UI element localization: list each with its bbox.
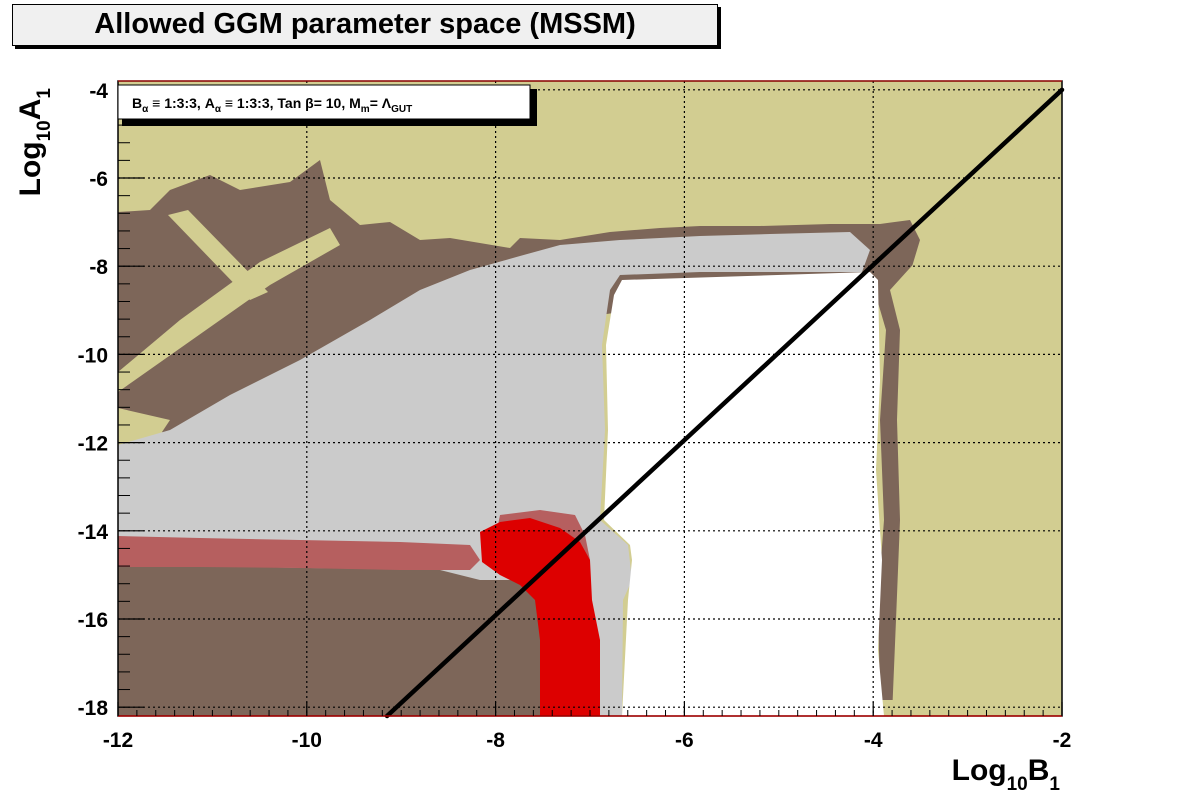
x-tick-label: -8 bbox=[486, 729, 505, 752]
region-white bbox=[604, 272, 884, 716]
info-alpha: α bbox=[142, 104, 149, 115]
y-tick-label: -12 bbox=[78, 433, 108, 456]
region-khaki-right bbox=[890, 100, 1062, 716]
x-axis-title-main: B bbox=[1028, 754, 1050, 787]
info-B-ratio: ≡ 1:3:3, bbox=[148, 95, 204, 111]
info-M: M bbox=[349, 95, 361, 111]
x-axis-title-pre: Log bbox=[952, 754, 1007, 787]
region-brown-bottom bbox=[118, 565, 540, 716]
y-tick-label: -6 bbox=[89, 168, 108, 191]
region-khaki-stripe-2 bbox=[168, 210, 268, 300]
plot-area bbox=[118, 81, 1062, 716]
y-tick-label: -16 bbox=[78, 609, 108, 632]
y-tick-label: -4 bbox=[89, 80, 108, 103]
y-axis-title-main: A bbox=[14, 99, 47, 121]
region-pink bbox=[118, 536, 480, 570]
x-tick-label: -10 bbox=[292, 729, 322, 752]
x-tick-label: -2 bbox=[1053, 729, 1072, 752]
chart-title: Allowed GGM parameter space (MSSM) bbox=[94, 8, 636, 40]
y-tick-labels: -4 -6 -8 -10 -12 -14 -16 -18 bbox=[78, 80, 109, 720]
y-axis-title: Log10A1 bbox=[14, 88, 55, 197]
y-tick-label: -14 bbox=[78, 521, 109, 544]
x-axis-title-sub: 10 bbox=[1007, 774, 1028, 795]
y-tick-label: -8 bbox=[89, 256, 108, 279]
info-m: m bbox=[361, 104, 370, 115]
info-tan-val: = 10, bbox=[314, 95, 349, 111]
info-A: A bbox=[205, 95, 215, 111]
info-alpha-2: α bbox=[215, 104, 222, 115]
y-axis-title-idx: 1 bbox=[34, 88, 55, 99]
info-A-ratio: ≡ 1:3:3, bbox=[221, 95, 277, 111]
x-tick-label: -6 bbox=[675, 729, 694, 752]
y-axis-title-sub: 10 bbox=[34, 120, 55, 141]
x-tick-label: -12 bbox=[103, 729, 133, 752]
y-tick-label: -10 bbox=[78, 344, 108, 367]
info-Lambda: Λ bbox=[382, 95, 392, 111]
boundary-line bbox=[384, 87, 1065, 719]
info-B: B bbox=[132, 95, 142, 111]
info-beta: β bbox=[305, 95, 314, 111]
region-khaki-stripe-3 bbox=[118, 408, 170, 438]
chart-title-box: Allowed GGM parameter space (MSSM) bbox=[12, 4, 718, 46]
region-khaki-stripe-1 bbox=[118, 228, 340, 392]
info-eq: = bbox=[370, 95, 382, 111]
x-tick-labels: -12 -10 -8 -6 -4 -2 bbox=[103, 729, 1072, 752]
info-box: Bα ≡ 1:3:3, Aα ≡ 1:3:3, Tan β= 10, Mm= Λ… bbox=[117, 84, 537, 126]
x-tick-label: -4 bbox=[864, 729, 883, 752]
x-axis-title-idx: 1 bbox=[1049, 774, 1060, 795]
y-tick-label: -18 bbox=[78, 697, 109, 720]
grid-lines bbox=[118, 81, 1062, 716]
region-red bbox=[480, 518, 600, 716]
info-tan: Tan bbox=[277, 95, 305, 111]
info-text: Bα ≡ 1:3:3, Aα ≡ 1:3:3, Tan β= 10, Mm= Λ… bbox=[132, 95, 412, 115]
info-GUT: GUT bbox=[391, 104, 412, 115]
y-axis-title-pre: Log bbox=[14, 141, 47, 196]
x-axis-title: Log10B1 bbox=[952, 754, 1061, 795]
